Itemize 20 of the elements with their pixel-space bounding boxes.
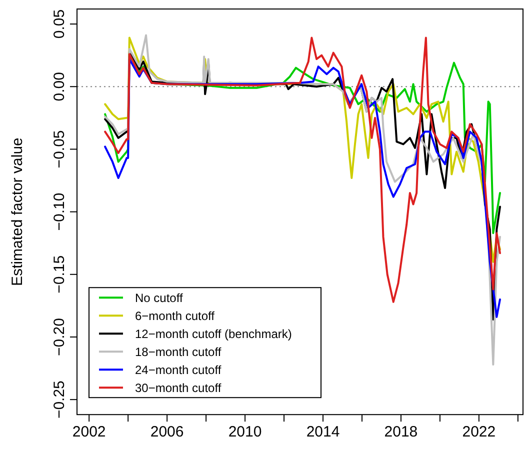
- x-tick-label: 2014: [306, 424, 340, 441]
- y-tick-label: −0.10: [51, 192, 68, 231]
- x-tick-label: 2018: [384, 424, 418, 441]
- x-tick-label: 2022: [462, 424, 496, 441]
- y-tick-label: −0.15: [51, 255, 68, 294]
- y-axis-title: Estimated factor value: [9, 138, 26, 286]
- x-tick-label: 2006: [150, 424, 184, 441]
- x-tick-label: 2010: [228, 424, 262, 441]
- y-tick-label: 0.05: [51, 9, 68, 39]
- x-tick-label: 2002: [72, 424, 106, 441]
- legend-label: 24−month cutoff: [135, 362, 222, 377]
- y-tick-label: −0.25: [51, 380, 68, 419]
- y-tick-label: −0.20: [51, 318, 68, 356]
- legend-label: 30−month cutoff: [135, 380, 222, 395]
- legend-label: No cutoff: [135, 290, 184, 305]
- legend-label: 6−month cutoff: [135, 308, 216, 323]
- y-tick-label: 0.00: [51, 72, 68, 102]
- legend-label: 12−month cutoff (benchmark): [135, 326, 292, 341]
- y-tick-label: −0.05: [51, 130, 68, 168]
- legend-label: 18−month cutoff: [135, 344, 222, 359]
